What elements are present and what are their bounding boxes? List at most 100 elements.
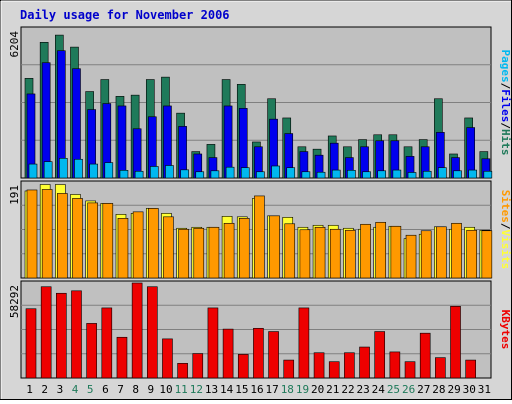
- max-label-kbytes: 58292: [8, 285, 21, 318]
- bar-sites-day-25: [390, 225, 402, 279]
- bar-kbytes-day-12: [192, 353, 204, 379]
- bar-sites-day-8: [132, 211, 144, 279]
- bar-sites-day-1: [26, 189, 38, 279]
- bar-pages-day-2: [43, 161, 53, 179]
- bar-sites-day-10: [163, 216, 174, 279]
- x-tick-label-7: 7: [117, 383, 124, 396]
- bar-pages-day-4: [74, 158, 83, 179]
- bar-kbytes-day-2: [40, 286, 52, 379]
- x-tick-label-23: 23: [357, 383, 370, 396]
- legend-separator: /: [499, 83, 512, 90]
- bar-kbytes-day-11: [177, 363, 188, 379]
- bar-sites-day-15: [238, 218, 250, 279]
- x-tick-label-12: 12: [190, 383, 203, 396]
- bar-pages-day-3: [59, 158, 68, 179]
- x-tick-label-4: 4: [72, 383, 79, 396]
- bar-pages-day-9: [149, 166, 159, 179]
- bar-sites-day-2: [41, 189, 53, 279]
- bar-pages-day-11: [180, 169, 189, 179]
- x-tick-label-31: 31: [478, 383, 491, 396]
- bar-files-day-7: [117, 105, 127, 179]
- bar-kbytes-day-21: [328, 361, 340, 379]
- bar-kbytes-day-10: [162, 338, 173, 379]
- bar-pages-day-22: [347, 170, 356, 179]
- x-tick-label-3: 3: [57, 383, 64, 396]
- x-tick-label-11: 11: [175, 383, 188, 396]
- x-tick-label-10: 10: [159, 383, 172, 396]
- bar-pages-day-31: [483, 170, 493, 179]
- bar-pages-day-23: [362, 171, 371, 179]
- x-tick-label-1: 1: [26, 383, 33, 396]
- legend-separator: /: [499, 223, 512, 230]
- bar-pages-day-13: [210, 170, 220, 179]
- bar-kbytes-day-18: [283, 359, 295, 379]
- bar-kbytes-day-5: [86, 323, 97, 379]
- bar-sites-day-6: [102, 203, 114, 279]
- x-tick-label-8: 8: [132, 383, 139, 396]
- bar-sites-day-20: [314, 226, 326, 279]
- bar-kbytes-day-20: [313, 352, 325, 379]
- bar-sites-day-30: [466, 229, 477, 279]
- bar-sites-day-13: [208, 226, 220, 279]
- bar-kbytes-day-26: [404, 361, 416, 379]
- bar-pages-day-24: [377, 170, 387, 179]
- bar-sites-day-11: [178, 228, 189, 279]
- bar-kbytes-day-23: [359, 346, 370, 379]
- bar-pages-day-7: [119, 170, 129, 179]
- bar-pages-day-25: [392, 169, 402, 179]
- x-tick-label-25: 25: [387, 383, 400, 396]
- bar-sites-day-27: [420, 230, 432, 279]
- x-tick-label-5: 5: [87, 383, 94, 396]
- bar-kbytes-day-17: [268, 331, 279, 379]
- x-tick-label-15: 15: [235, 383, 248, 396]
- bar-kbytes-day-4: [71, 290, 82, 379]
- bar-kbytes-day-29: [450, 305, 461, 379]
- bar-kbytes-day-7: [116, 336, 128, 379]
- bar-kbytes-day-16: [253, 327, 264, 379]
- bar-sites-day-28: [436, 226, 447, 279]
- bar-pages-day-8: [134, 170, 144, 179]
- x-tick-label-20: 20: [311, 383, 324, 396]
- x-tick-label-9: 9: [148, 383, 155, 396]
- bar-pages-day-15: [240, 167, 250, 179]
- bar-kbytes-day-22: [344, 352, 355, 379]
- bar-sites-day-21: [329, 228, 341, 279]
- bar-pages-day-14: [225, 166, 235, 179]
- bar-pages-day-27: [422, 170, 432, 179]
- bar-pages-day-10: [165, 165, 174, 179]
- legend-kbytes: KBytes: [499, 310, 512, 350]
- legend-entry-pages: Pages: [499, 50, 512, 83]
- x-tick-label-17: 17: [266, 383, 279, 396]
- bar-pages-day-21: [331, 169, 341, 179]
- bar-sites-day-16: [254, 195, 265, 279]
- max-label-visits-sites: 191: [8, 185, 21, 205]
- panel-visits-sites: 191 Sites/Visits: [8, 180, 512, 279]
- bar-sites-day-23: [360, 223, 371, 279]
- bar-sites-day-19: [299, 229, 311, 279]
- x-tick-label-27: 27: [417, 383, 430, 396]
- bar-pages-day-16: [256, 171, 265, 179]
- bar-pages-day-6: [104, 162, 114, 179]
- x-tick-label-16: 16: [250, 383, 263, 396]
- legend-entry-visits: Visits: [499, 230, 512, 270]
- bar-sites-day-12: [193, 227, 205, 279]
- bar-pages-day-30: [468, 169, 477, 179]
- bar-pages-day-5: [89, 163, 98, 179]
- legend-hits-files-pages: Pages/Files/Hits: [499, 50, 512, 156]
- bar-kbytes-day-30: [465, 359, 476, 379]
- bar-sites-day-14: [223, 222, 235, 279]
- legend-entry-sites: Sites: [499, 190, 512, 223]
- bar-pages-day-29: [453, 170, 462, 179]
- legend-visits-sites: Sites/Visits: [499, 190, 512, 270]
- bar-kbytes-day-27: [419, 332, 431, 379]
- bar-kbytes-day-19: [298, 307, 310, 379]
- x-tick-label-6: 6: [102, 383, 109, 396]
- bar-sites-day-17: [269, 215, 280, 279]
- bar-kbytes-day-9: [146, 286, 158, 379]
- bar-kbytes-day-14: [222, 328, 234, 379]
- bar-kbytes-day-13: [207, 307, 219, 379]
- x-tick-label-18: 18: [281, 383, 294, 396]
